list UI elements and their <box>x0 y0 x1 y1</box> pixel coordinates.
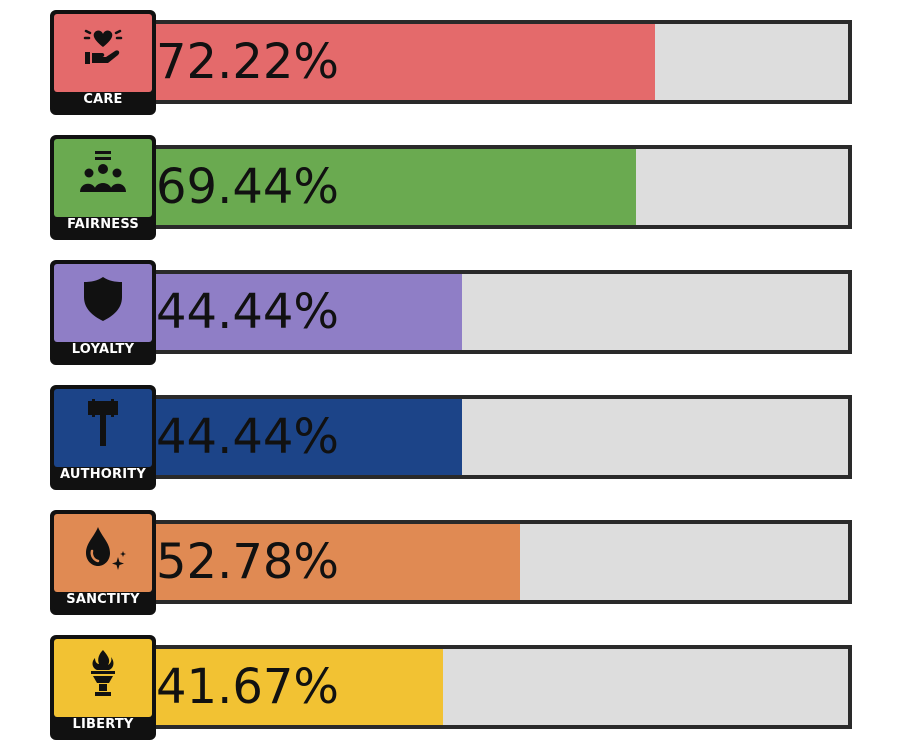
shield-icon <box>84 277 122 321</box>
people-group-icon <box>80 151 126 192</box>
torch-icon <box>91 650 115 696</box>
loyalty-label: LOYALTY <box>71 342 135 357</box>
authority-label: AUTHORITY <box>60 467 146 482</box>
sanctity-label: SANCTITY <box>66 592 140 607</box>
care-label: CARE <box>83 92 123 107</box>
sanctity-bar: 52.78% <box>150 520 852 604</box>
sanctity-bar-fill <box>154 524 521 600</box>
foundation-row-liberty: LIBERTY 41.67% <box>50 635 852 740</box>
loyalty-badge: LOYALTY <box>50 260 156 365</box>
loyalty-value: 44.44% <box>156 284 340 340</box>
fairness-value: 69.44% <box>156 159 340 215</box>
foundation-row-care: CARE 72.22% <box>50 10 852 115</box>
sanctity-badge-face <box>54 514 152 592</box>
fairness-label: FAIRNESS <box>67 217 139 232</box>
authority-bar-fill <box>154 399 463 475</box>
loyalty-bar-fill <box>154 274 463 350</box>
foundation-row-loyalty: LOYALTY 44.44% <box>50 260 852 365</box>
liberty-label: LIBERTY <box>72 717 134 732</box>
care-badge: CARE <box>50 10 156 115</box>
liberty-badge: LIBERTY <box>50 635 156 740</box>
care-bar-fill <box>154 24 656 100</box>
foundation-row-fairness: FAIRNESS 69.44% <box>50 135 852 240</box>
liberty-bar: 41.67% <box>150 645 852 729</box>
authority-value: 44.44% <box>156 409 340 465</box>
authority-badge: AUTHORITY <box>50 385 156 490</box>
authority-bar: 44.44% <box>150 395 852 479</box>
drop-sparkle-icon <box>86 527 126 570</box>
loyalty-bar: 44.44% <box>150 270 852 354</box>
foundation-row-authority: AUTHORITY 44.44% <box>50 385 852 490</box>
authority-badge-face <box>54 389 152 467</box>
heart-hand-icon <box>83 29 123 64</box>
liberty-bar-fill <box>154 649 444 725</box>
liberty-value: 41.67% <box>156 659 340 715</box>
gavel-icon <box>88 399 118 446</box>
fairness-badge: FAIRNESS <box>50 135 156 240</box>
care-bar: 72.22% <box>150 20 852 104</box>
fairness-badge-face <box>54 139 152 217</box>
fairness-bar: 69.44% <box>150 145 852 229</box>
liberty-badge-face <box>54 639 152 717</box>
care-badge-face <box>54 14 152 92</box>
foundation-row-sanctity: SANCTITY 52.78% <box>50 510 852 615</box>
care-value: 72.22% <box>156 34 340 90</box>
sanctity-value: 52.78% <box>156 534 340 590</box>
loyalty-badge-face <box>54 264 152 342</box>
fairness-bar-fill <box>154 149 636 225</box>
sanctity-badge: SANCTITY <box>50 510 156 615</box>
